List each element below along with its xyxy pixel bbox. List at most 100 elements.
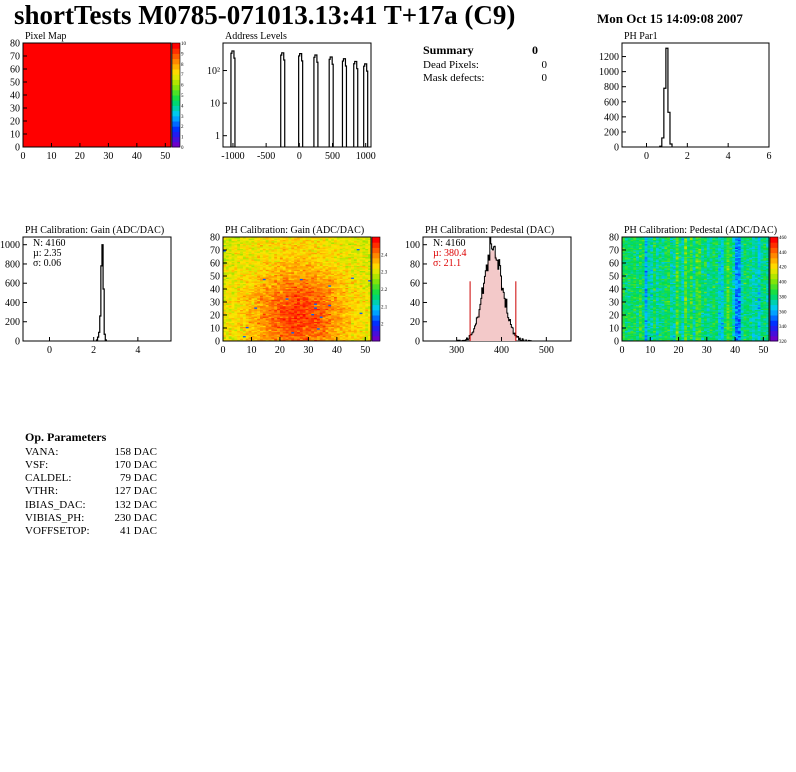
- heatmap-cell: [308, 289, 312, 291]
- heatmap-cell: [282, 326, 286, 329]
- heatmap-cell: [294, 282, 298, 285]
- heatmap-cell: [248, 302, 252, 304]
- heatmap-cell: [271, 263, 275, 265]
- heatmap-cell: [345, 276, 349, 278]
- heatmap-cell: [260, 269, 264, 272]
- heatmap-cell: [302, 260, 306, 262]
- heatmap-cell: [248, 256, 252, 259]
- heatmap-cell: [314, 295, 318, 298]
- heatmap-cell: [240, 270, 244, 273]
- heatmap-cell: [356, 244, 360, 247]
- heatmap-cell: [342, 244, 346, 247]
- heatmap-cell: [254, 338, 258, 340]
- heatmap-cell: [305, 304, 309, 307]
- heatmap-cell: [622, 270, 626, 273]
- heatmap-cell: [268, 261, 272, 264]
- heatmap-cell: [223, 308, 227, 311]
- heatmap-cell: [257, 330, 261, 333]
- heatmap-cell: [245, 313, 249, 316]
- heatmap-cell: [322, 296, 326, 299]
- heatmap-cell: [314, 281, 318, 283]
- heatmap-cell: [328, 330, 332, 333]
- heatmap-cell: [294, 318, 298, 321]
- heatmap-cell: [368, 294, 372, 296]
- heatmap-cell: [368, 273, 372, 275]
- heatmap-cell: [334, 290, 338, 292]
- heatmap-cell: [334, 299, 338, 301]
- heatmap-cell: [322, 324, 326, 326]
- heatmap-cell: [334, 252, 338, 255]
- heatmap-cell: [638, 282, 643, 285]
- heatmap-cell: [223, 303, 227, 305]
- heatmap-cell: [242, 252, 247, 255]
- heatmap-cell: [262, 281, 266, 283]
- heatmap-cell: [268, 273, 272, 275]
- heatmap-cell: [348, 290, 352, 292]
- heatmap-cell: [636, 318, 640, 321]
- heatmap-cell: [353, 287, 358, 290]
- heatmap-cell: [633, 331, 637, 334]
- heatmap-cell: [328, 281, 332, 283]
- heatmap-cell: [237, 287, 241, 290]
- summary-row-dead-pixels: Dead Pixels: 0: [423, 59, 547, 71]
- heatmap-cell: [311, 246, 315, 248]
- heatmap-cell: [260, 315, 264, 317]
- heatmap-cell: [251, 308, 255, 311]
- heatmap-cell: [638, 303, 643, 305]
- heatmap-cell: [311, 261, 315, 264]
- heatmap-cell: [277, 325, 281, 327]
- heatmap-cell: [362, 272, 366, 274]
- heatmap-cell: [365, 315, 369, 317]
- heatmap-cell: [242, 302, 247, 304]
- y-tick-label: 30: [210, 298, 220, 309]
- heatmap-cell: [279, 242, 284, 244]
- heatmap-cell: [627, 256, 631, 259]
- heatmap-cell: [328, 322, 332, 325]
- heatmap-cell: [223, 311, 227, 313]
- heatmap-cell: [305, 316, 309, 318]
- heatmap-cell: [268, 282, 272, 285]
- heatmap-cell: [325, 296, 329, 299]
- heatmap-cell: [271, 269, 275, 272]
- heatmap-cell: [359, 324, 363, 326]
- heatmap-cell: [622, 298, 626, 300]
- heatmap-cell: [342, 242, 346, 244]
- heatmap-cell: [630, 307, 634, 309]
- heatmap-cell: [231, 276, 235, 278]
- heatmap-cell: [325, 278, 329, 281]
- heatmap-cell: [260, 308, 264, 311]
- heatmap-cell: [245, 316, 249, 318]
- heatmap-cell: [262, 266, 266, 269]
- heatmap-cell: [624, 273, 628, 275]
- heatmap-cell: [638, 295, 643, 298]
- heatmap-cell: [223, 307, 227, 309]
- heatmap-cell: [288, 302, 292, 304]
- heatmap-cell: [223, 266, 227, 269]
- heatmap-cell: [339, 240, 343, 243]
- heatmap-cell: [311, 321, 315, 324]
- heatmap-cell: [299, 242, 303, 244]
- heatmap-cell: [353, 283, 358, 286]
- heatmap-cell: [359, 263, 363, 265]
- heatmap-cell: [636, 305, 640, 308]
- stat-label: µ: 2.35: [33, 248, 62, 259]
- heatmap-cell: [627, 325, 631, 327]
- chart-title: PH Par1: [624, 31, 658, 42]
- heatmap-cell: [311, 328, 315, 330]
- heatmap-cell: [308, 242, 312, 244]
- heatmap-cell: [622, 237, 626, 239]
- heatmap-cell: [265, 260, 269, 262]
- heatmap-cell: [248, 308, 252, 311]
- heatmap-cell: [237, 338, 241, 340]
- heatmap-cell: [299, 298, 303, 300]
- heatmap-cell: [328, 244, 332, 247]
- heatmap-cell: [274, 238, 278, 240]
- heatmap-cell: [368, 238, 372, 240]
- heatmap-cell: [308, 251, 312, 253]
- heatmap-cell: [268, 268, 272, 270]
- heatmap-cell: [311, 335, 315, 338]
- heatmap-cell: [319, 269, 323, 272]
- heatmap-cell: [356, 257, 360, 260]
- heatmap-cell: [356, 283, 360, 286]
- heatmap-cell: [362, 317, 366, 320]
